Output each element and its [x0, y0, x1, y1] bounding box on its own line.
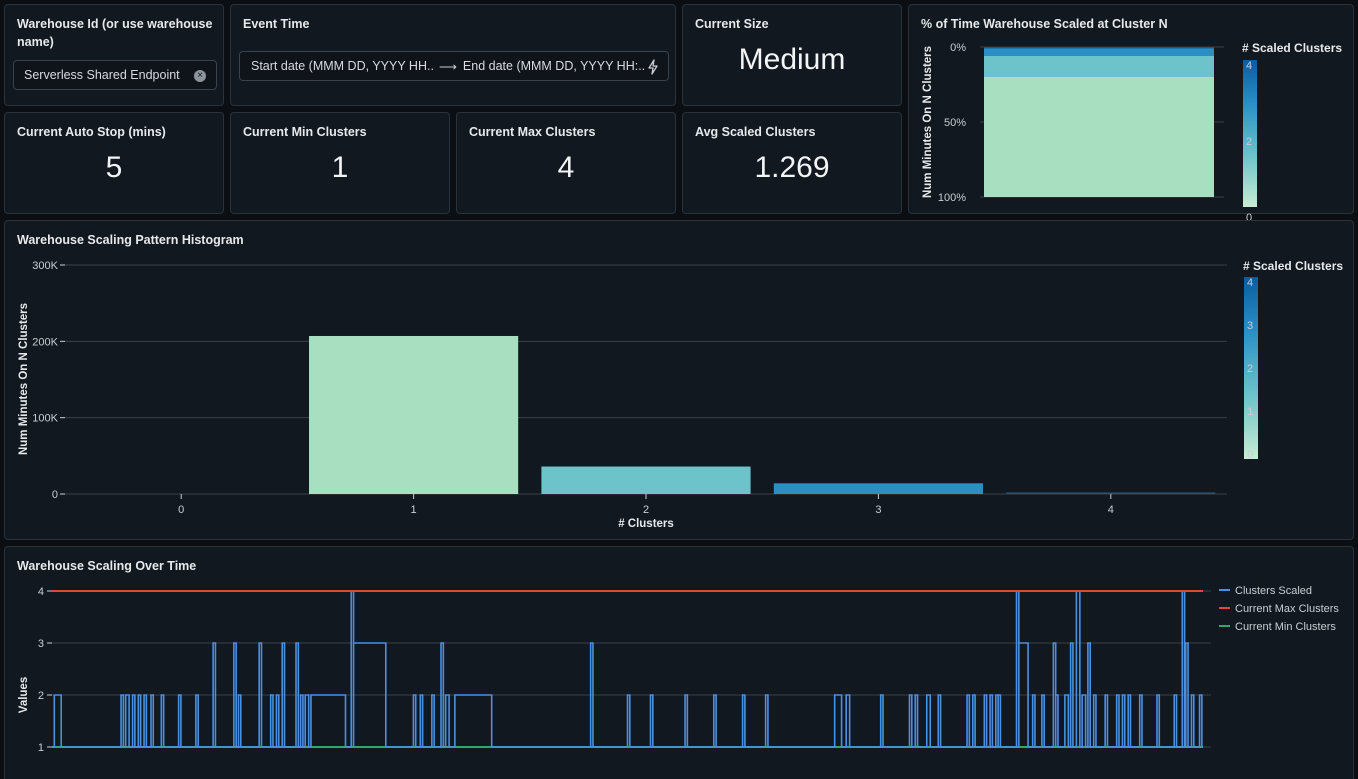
legend-tick-label: 3: [1247, 320, 1253, 332]
min-clusters-title: Current Min Clusters: [243, 125, 367, 139]
stack-segment-1: [984, 77, 1214, 197]
y-tick-label: 0: [52, 489, 58, 501]
event-time-title: Event Time: [243, 17, 310, 31]
histogram-title: Warehouse Scaling Pattern Histogram: [17, 233, 244, 247]
line-chart-svg: 1 2 3 4 Values Clusters Scaled Current Max Clu…: [18, 585, 1339, 754]
warehouse-filter-title: Warehouse Id (or use warehouse name): [17, 17, 213, 49]
pct-chart-svg: 0% 50% 100% Num Minutes On N Clusters # Scal…: [922, 41, 1342, 224]
histogram-svg: 0 100K 200K 300K 0 1 2 3 4 # Clusters Num Minutes …: [18, 259, 1343, 530]
range-arrow-icon: ⟶: [439, 59, 457, 74]
x-tick-label: 1: [411, 504, 417, 516]
max-clusters-card: Current Max Clusters 4: [456, 112, 676, 214]
x-tick-label: 3: [875, 504, 881, 516]
date-range-picker[interactable]: Start date (MMM DD, YYYY HH... ⟶ End dat…: [239, 51, 669, 81]
lightning-icon[interactable]: [646, 59, 660, 75]
auto-stop-value: 5: [105, 151, 123, 184]
histogram-bar-3: [773, 483, 983, 494]
legend-title: # Scaled Clusters: [1243, 259, 1343, 273]
warehouse-select-value: Serverless Shared Endpoint: [24, 68, 180, 82]
avg-scaled-value: 1.269: [754, 151, 830, 184]
x-tick-label: 0: [178, 504, 184, 516]
auto-stop-title: Current Auto Stop (mins): [17, 125, 166, 139]
y-axis-title: Num Minutes On N Clusters: [922, 46, 934, 198]
histogram-card: Warehouse Scaling Pattern Histogram 0 100…: [4, 220, 1354, 540]
min-clusters-card: Current Min Clusters 1: [230, 112, 450, 214]
y-tick-label: 3: [38, 638, 44, 650]
x-axis-title: # Clusters: [618, 518, 674, 530]
y-tick-label: 300K: [32, 260, 58, 272]
stack-segment-3: [984, 48, 1214, 56]
legend-label: Clusters Scaled: [1235, 585, 1312, 597]
pct-chart-title: % of Time Warehouse Scaled at Cluster N: [921, 17, 1168, 31]
legend-tick-label: 2: [1247, 363, 1253, 375]
legend-label: Current Max Clusters: [1235, 603, 1339, 615]
y-tick-label: 1: [38, 742, 44, 754]
end-date-input[interactable]: End date (MMM DD, YYYY HH:...: [462, 59, 645, 73]
clear-icon[interactable]: ×: [194, 70, 206, 82]
y-tick-label: 4: [38, 586, 44, 598]
clusters-scaled-line: [52, 590, 1203, 748]
line-chart-title: Warehouse Scaling Over Time: [17, 559, 197, 573]
legend-tick-label: 0: [1246, 212, 1252, 224]
max-clusters-value: 4: [557, 151, 575, 184]
y-tick-label: 100K: [32, 413, 58, 425]
legend-tick-label: 1: [1247, 406, 1253, 418]
current-size-value: Medium: [738, 43, 846, 76]
histogram-bar-2: [541, 466, 751, 494]
start-date-input[interactable]: Start date (MMM DD, YYYY HH...: [251, 59, 433, 73]
warehouse-filter-card: Warehouse Id (or use warehouse name) Ser…: [4, 4, 224, 106]
legend-tick-label: 0: [1247, 449, 1253, 461]
y-tick-label: 50%: [944, 117, 966, 129]
y-tick-label: 200K: [32, 336, 58, 348]
auto-stop-card: Current Auto Stop (mins) 5: [4, 112, 224, 214]
legend-tick-label: 2: [1246, 136, 1252, 148]
stack-segment-4: [984, 47, 1214, 49]
current-size-card: Current Size Medium: [682, 4, 902, 106]
y-tick-label: 0%: [950, 42, 966, 54]
x-tick-label: 4: [1108, 504, 1114, 516]
event-time-card: Event Time Start date (MMM DD, YYYY HH..…: [230, 4, 676, 106]
warehouse-select[interactable]: Serverless Shared Endpoint ×: [13, 60, 217, 90]
current-size-title: Current Size: [695, 17, 769, 31]
legend-label: Current Min Clusters: [1235, 621, 1336, 633]
stack-segment-2: [984, 56, 1214, 77]
histogram-bar-1: [309, 335, 519, 494]
y-tick-label: 2: [38, 690, 44, 702]
legend-colorbar: [1244, 277, 1258, 459]
legend-title: # Scaled Clusters: [1242, 41, 1342, 55]
y-axis-title: Num Minutes On N Clusters: [18, 303, 30, 455]
scaling-over-time-card: Warehouse Scaling Over Time 1 2 3 4 Values Cl…: [4, 546, 1354, 779]
avg-scaled-title: Avg Scaled Clusters: [695, 125, 816, 139]
legend-tick-label: 4: [1247, 277, 1253, 289]
y-axis-title: Values: [18, 677, 30, 713]
max-clusters-title: Current Max Clusters: [469, 125, 596, 139]
legend-colorbar: [1243, 60, 1257, 207]
pct-time-chart-card: % of Time Warehouse Scaled at Cluster N …: [908, 4, 1354, 224]
avg-scaled-card: Avg Scaled Clusters 1.269: [682, 112, 902, 214]
min-clusters-value: 1: [331, 151, 349, 184]
x-tick-label: 2: [643, 504, 649, 516]
histogram-bar-4: [1006, 492, 1216, 494]
legend-tick-label: 4: [1246, 60, 1252, 72]
y-tick-label: 100%: [938, 192, 966, 204]
